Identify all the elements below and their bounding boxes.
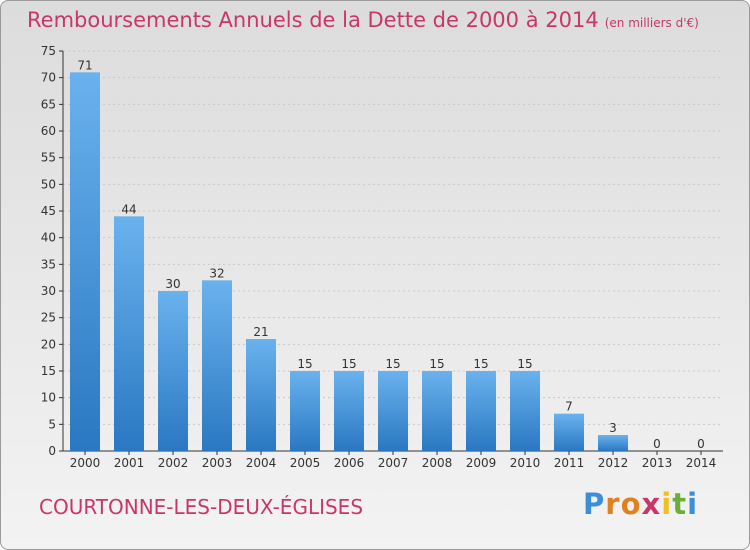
x-tick-label: 2004	[246, 456, 277, 470]
y-tick-label: 75	[41, 44, 56, 58]
proxiti-logo: Proxiti	[583, 487, 698, 521]
y-tick-label: 0	[48, 444, 56, 458]
logo-letter: i	[687, 487, 699, 521]
data-label: 7	[565, 400, 573, 414]
data-label: 71	[77, 58, 92, 72]
y-tick-label: 70	[41, 71, 56, 85]
data-label: 32	[209, 266, 224, 280]
x-tick-label: 2002	[158, 456, 189, 470]
data-label: 44	[121, 202, 136, 216]
data-label: 15	[385, 357, 400, 371]
y-tick-label: 15	[41, 364, 56, 378]
data-label: 15	[297, 357, 312, 371]
bar-2004	[246, 339, 276, 451]
logo-letter: r	[605, 487, 621, 521]
bar-2003	[202, 280, 232, 451]
y-tick-label: 20	[41, 337, 56, 351]
y-tick-label: 60	[41, 124, 56, 138]
data-label: 0	[653, 437, 661, 451]
bar-2001	[114, 216, 144, 451]
bar-2012	[598, 435, 628, 451]
bar-2007	[378, 371, 408, 451]
y-tick-label: 40	[41, 231, 56, 245]
bars	[70, 72, 628, 451]
bar-2005	[290, 371, 320, 451]
title-text: Remboursements Annuels de la Dette de 20…	[27, 8, 599, 32]
data-label: 30	[165, 277, 180, 291]
y-tick-label: 45	[41, 204, 56, 218]
x-tick-label: 2012	[598, 456, 629, 470]
labels: 0510152025303540455055606570752000712001…	[41, 44, 717, 470]
bar-2010	[510, 371, 540, 451]
x-tick-label: 2013	[642, 456, 673, 470]
data-label: 3	[609, 421, 617, 435]
data-label: 15	[429, 357, 444, 371]
x-tick-label: 2009	[466, 456, 497, 470]
data-label: 15	[341, 357, 356, 371]
x-tick-label: 2010	[510, 456, 541, 470]
x-tick-label: 2007	[378, 456, 409, 470]
y-tick-label: 35	[41, 257, 56, 271]
data-label: 15	[517, 357, 532, 371]
y-tick-label: 30	[41, 284, 56, 298]
y-tick-label: 55	[41, 151, 56, 165]
logo-letter: P	[583, 487, 606, 521]
logo-letter: x	[641, 487, 662, 521]
x-tick-label: 2000	[70, 456, 101, 470]
bar-2011	[554, 413, 584, 451]
bar-chart: 0510152025303540455055606570752000712001…	[41, 44, 723, 470]
logo-letter: t	[672, 487, 688, 521]
x-tick-label: 2003	[202, 456, 233, 470]
chart-title: Remboursements Annuels de la Dette de 20…	[27, 8, 699, 32]
commune-name: COURTONNE-LES-DEUX-ÉGLISES	[39, 495, 364, 519]
bar-2008	[422, 371, 452, 451]
bar-2002	[158, 291, 188, 451]
logo-letter: o	[620, 487, 642, 521]
data-label: 15	[473, 357, 488, 371]
x-tick-label: 2011	[554, 456, 585, 470]
bar-2009	[466, 371, 496, 451]
x-tick-label: 2001	[114, 456, 145, 470]
bar-2000	[70, 72, 100, 451]
x-tick-label: 2005	[290, 456, 321, 470]
y-tick-label: 50	[41, 177, 56, 191]
logo-letter: i	[661, 487, 673, 521]
x-tick-label: 2006	[334, 456, 365, 470]
chart-subtitle: (en milliers d'€)	[604, 16, 699, 30]
y-tick-label: 65	[41, 97, 56, 111]
bar-2006	[334, 371, 364, 451]
y-tick-label: 10	[41, 391, 56, 405]
data-label: 0	[697, 437, 705, 451]
x-tick-label: 2014	[686, 456, 717, 470]
x-tick-label: 2008	[422, 456, 453, 470]
y-tick-label: 25	[41, 311, 56, 325]
y-tick-label: 5	[48, 417, 56, 431]
data-label: 21	[253, 325, 268, 339]
